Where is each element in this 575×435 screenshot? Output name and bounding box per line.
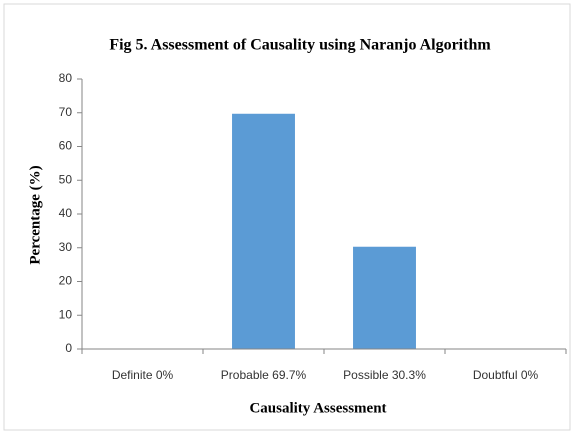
x-axis-label: Causality Assessment xyxy=(249,400,386,416)
y-tick-label: 30 xyxy=(59,240,73,254)
y-tick-label: 50 xyxy=(59,172,73,186)
chart-title: Fig 5. Assessment of Causality using Nar… xyxy=(109,37,491,54)
x-tick-label: Possible 30.3% xyxy=(343,368,426,382)
y-tick-label: 20 xyxy=(59,274,73,288)
y-tick-label: 10 xyxy=(59,307,73,321)
x-tick-label: Probable 69.7% xyxy=(221,368,307,382)
bar xyxy=(232,113,295,349)
y-tick-label: 0 xyxy=(65,341,72,355)
y-tick-label: 70 xyxy=(59,105,73,119)
y-tick-label: 80 xyxy=(59,71,73,85)
bar xyxy=(353,246,416,349)
y-tick-label: 60 xyxy=(59,139,73,153)
x-tick-label: Doubtful 0% xyxy=(473,368,539,382)
y-tick-label: 40 xyxy=(59,206,73,220)
y-axis-label: Percentage (%) xyxy=(27,165,43,264)
x-tick-label: Definite 0% xyxy=(112,368,174,382)
